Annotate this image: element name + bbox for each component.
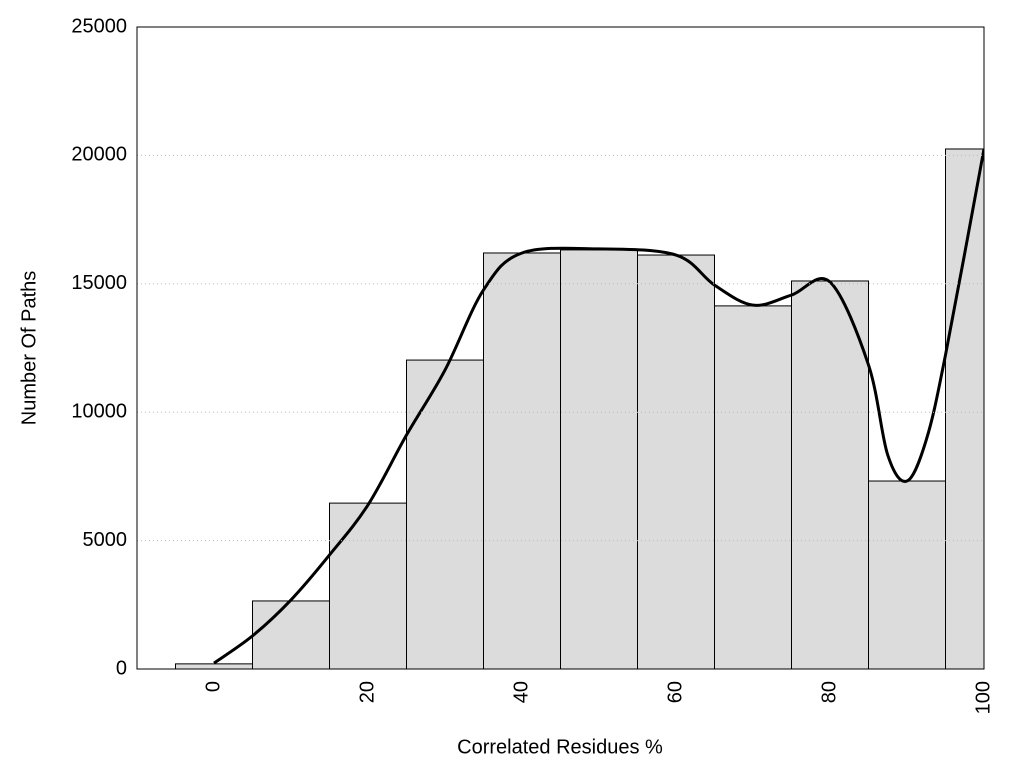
x-tick-label: 60 (664, 681, 686, 703)
y-tick-label: 0 (116, 657, 127, 679)
y-tick-label: 5000 (83, 529, 128, 551)
bars (175, 148, 984, 669)
bar (252, 600, 330, 669)
bar (406, 359, 484, 669)
plot-frame (136, 26, 985, 670)
bar (175, 663, 253, 669)
y-tick-label: 20000 (71, 144, 127, 166)
x-tick-label: 0 (202, 681, 224, 692)
trend-line (213, 148, 984, 665)
y-axis-label: Number Of Paths (18, 271, 40, 426)
x-tick-label: 100 (972, 681, 994, 714)
y-tick-label: 15000 (71, 272, 127, 294)
x-tick-label: 20 (356, 681, 378, 703)
x-axis-label: Correlated Residues % (457, 736, 663, 758)
bar (637, 254, 715, 669)
x-tick-label: 40 (510, 681, 532, 703)
bar (329, 502, 407, 669)
y-tick-label: 10000 (71, 400, 127, 422)
bar (714, 305, 792, 669)
y-tick-label: 25000 (71, 15, 127, 37)
x-tick-label: 80 (818, 681, 840, 703)
bar (483, 252, 561, 669)
bar (791, 280, 869, 669)
bar (868, 480, 946, 669)
bar (560, 249, 638, 669)
bar (945, 148, 984, 669)
